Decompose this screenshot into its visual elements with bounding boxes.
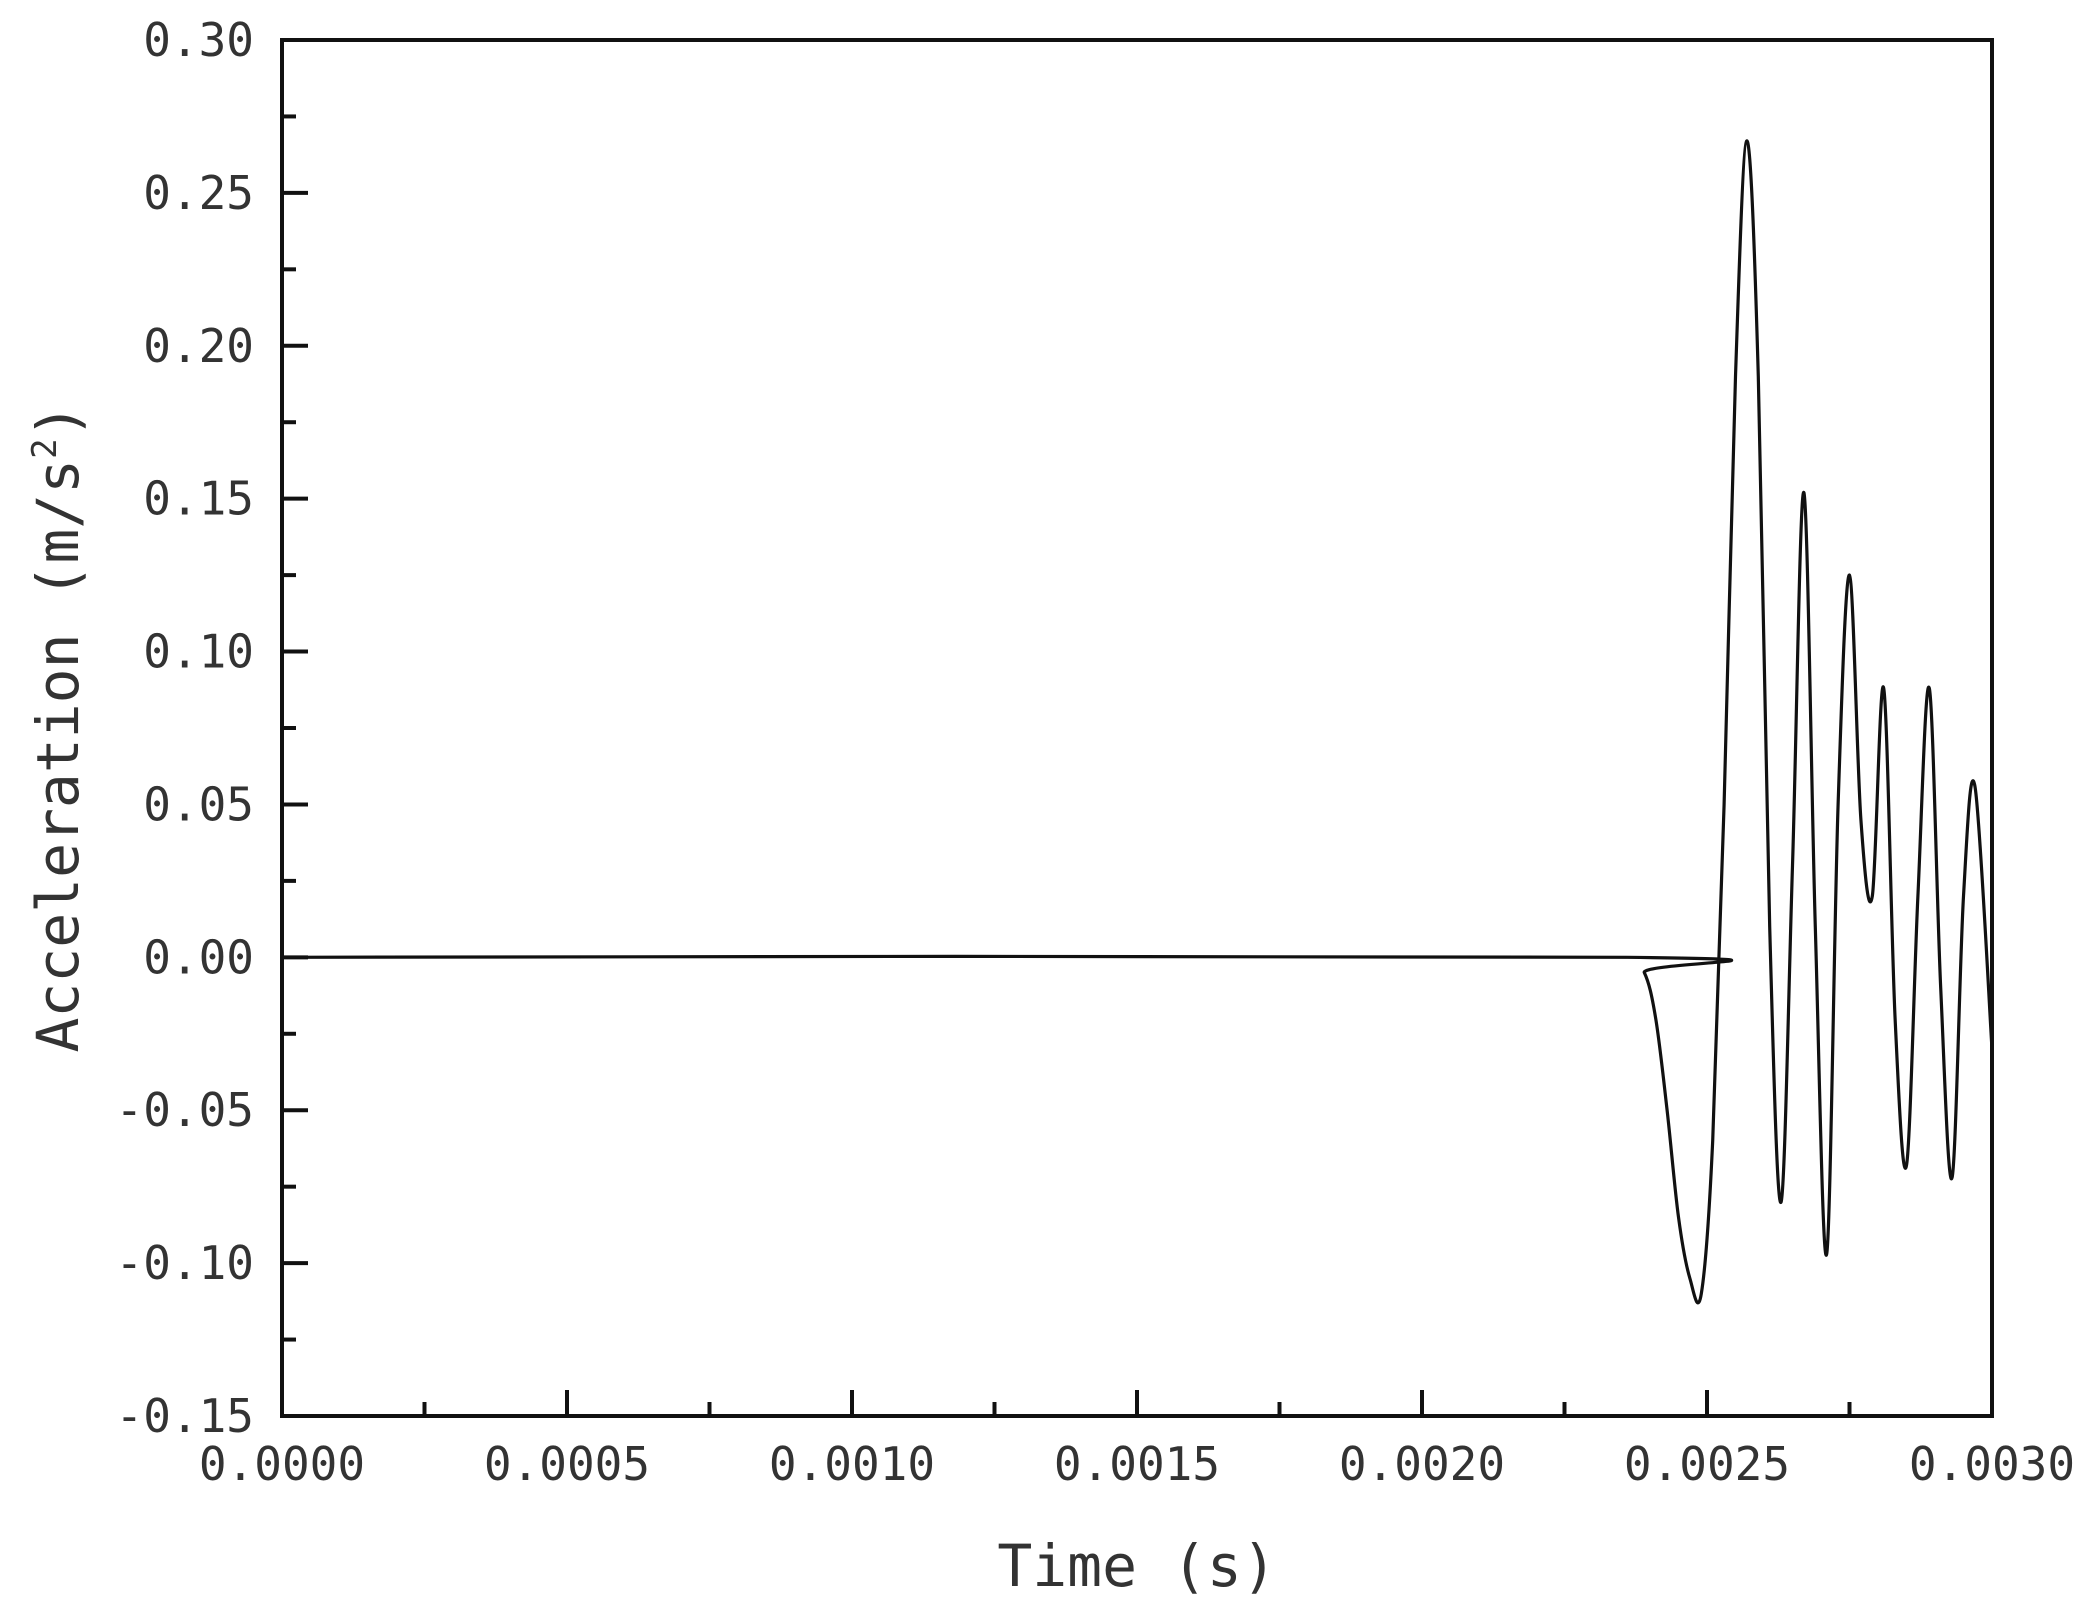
y-axis-title-main: Acceleration (m/s: [24, 459, 92, 1053]
x-axis-title: Time (s): [997, 1532, 1276, 1600]
y-tick-label: 0.30: [143, 13, 254, 67]
x-tick-label: 0.0025: [1624, 1437, 1790, 1491]
y-tick-label: -0.10: [116, 1236, 254, 1290]
y-tick-label: 0.10: [143, 625, 254, 679]
y-tick-label: -0.05: [116, 1083, 254, 1137]
y-tick-label: 0.15: [143, 472, 254, 526]
y-tick-label: 0.25: [143, 166, 254, 220]
y-axis-title-superscript: 2: [25, 438, 65, 458]
x-tick-label: 0.0000: [199, 1437, 365, 1491]
y-tick-label: 0.05: [143, 777, 254, 831]
tick-labels: 0.0000 0.0005 0.0010 0.0015 0.0020 0.0025 0.00…: [116, 13, 2076, 1491]
x-tick-label: 0.0020: [1339, 1437, 1505, 1491]
y-tick-label: -0.15: [116, 1389, 254, 1443]
x-tick-label: 0.0005: [484, 1437, 650, 1491]
plot-frame: [280, 38, 1994, 1418]
y-tick-label: 0.00: [143, 930, 254, 984]
x-tick-label: 0.0010: [769, 1437, 935, 1491]
x-tick-label: 0.0030: [1909, 1437, 2075, 1491]
y-tick-label: 0.20: [143, 319, 254, 373]
x-tick-label: 0.0015: [1054, 1437, 1220, 1491]
y-axis-title: Acceleration (m/s2): [24, 403, 92, 1052]
y-axis-title-close: ): [24, 403, 92, 438]
axis-ticks: [280, 38, 1994, 1418]
acceleration-series-line: [281, 139, 1994, 1305]
